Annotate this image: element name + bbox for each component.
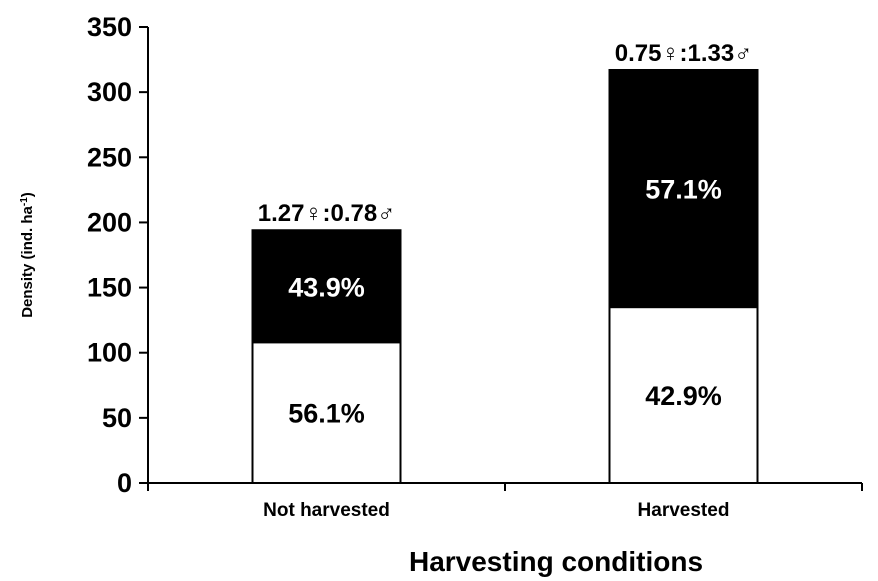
data-label: 56.1% xyxy=(288,399,365,429)
sex-ratio-annotation: 0.75♀:1.33♂ xyxy=(615,40,752,67)
y-axis-label: Density (ind. ha-1) xyxy=(19,192,37,318)
y-tick-label: 100 xyxy=(87,338,132,368)
y-tick-label: 200 xyxy=(87,207,132,237)
y-tick-label: 300 xyxy=(87,77,132,107)
data-label: 43.9% xyxy=(288,272,365,302)
bar-segment xyxy=(251,229,402,344)
x-axis-label: Harvesting conditions xyxy=(409,546,703,577)
x-tick-label: Not harvested xyxy=(263,500,390,521)
x-ticks: Not harvested Harvested xyxy=(147,483,863,521)
sex-ratio-annotation: 1.27♀:0.78♂ xyxy=(258,200,395,227)
y-tick-label: 150 xyxy=(87,273,132,303)
bars: 56.1% 43.9% 1.27♀:0.78♂ 42.9% 57.1% 0.75♀:1.3… xyxy=(251,40,759,485)
y-tick-label: 350 xyxy=(87,12,132,42)
y-ticks: 0 50 100 150 200 250 300 350 xyxy=(87,12,148,498)
x-tick-label: Harvested xyxy=(638,500,730,521)
y-tick-label: 0 xyxy=(117,468,132,498)
y-tick-label: 250 xyxy=(87,142,132,172)
data-label: 57.1% xyxy=(645,175,722,205)
bar-segment xyxy=(608,68,759,309)
bar-segment xyxy=(608,306,759,484)
data-label: 42.9% xyxy=(645,381,722,411)
y-axis-label-superscript: -1 xyxy=(19,197,30,206)
y-tick-label: 50 xyxy=(102,403,132,433)
